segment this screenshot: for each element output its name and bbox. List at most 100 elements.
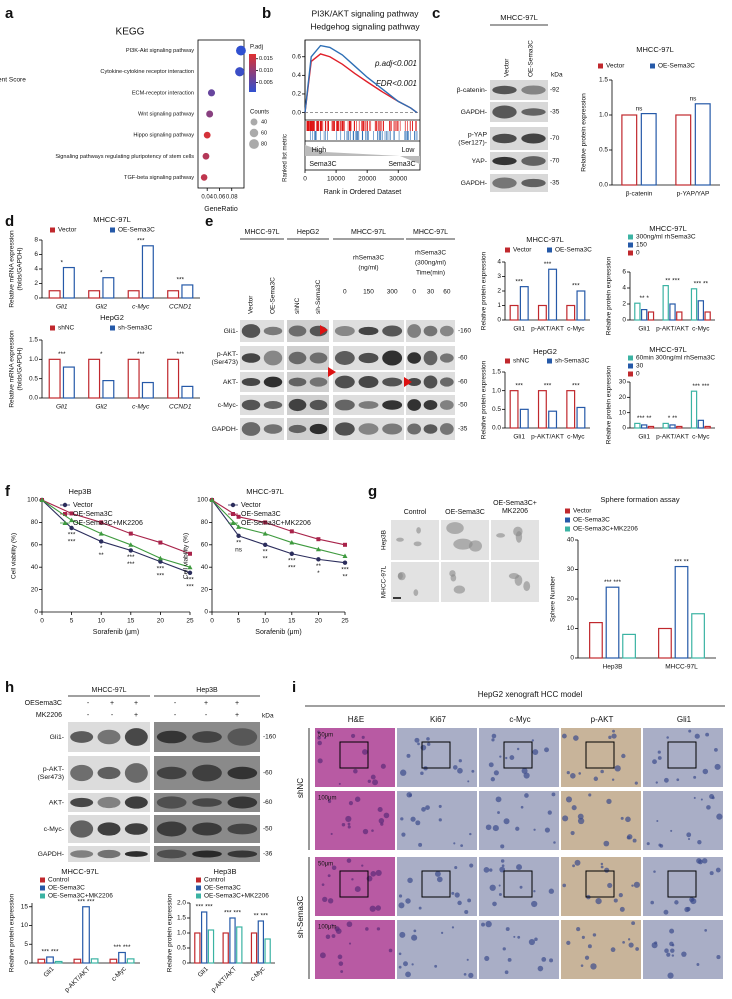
row-label: p-AKT- <box>217 351 238 358</box>
y-tick-label: 1.5 <box>492 369 501 376</box>
nucleus <box>705 732 710 737</box>
x-tick-label: 0 <box>40 618 44 625</box>
nucleus <box>438 818 442 822</box>
lane-label: OE-Sema3C <box>270 277 277 314</box>
point <box>342 553 348 558</box>
blot-band <box>407 423 422 435</box>
lane-label: sh-Sema3C <box>315 279 322 314</box>
nucleus <box>531 739 535 742</box>
y-tick-label: 100 <box>197 497 208 504</box>
scale-label: 50μm <box>318 733 333 739</box>
significance: *** *** <box>604 579 621 586</box>
bar <box>566 390 576 429</box>
nucleus <box>631 884 634 887</box>
micrograph <box>561 920 641 979</box>
x-tick-label: c-Myc <box>692 434 710 441</box>
blot-band <box>407 399 422 411</box>
label: Low <box>402 147 416 154</box>
blot-band <box>288 325 307 337</box>
x-tick-label: 15 <box>288 618 296 625</box>
x-tick-label: MHCC-97L <box>665 664 698 671</box>
blot-band <box>241 324 261 338</box>
nucleus <box>331 865 337 871</box>
condition-mark: + <box>134 700 138 707</box>
blot-band <box>358 423 379 435</box>
significance: *** <box>176 277 184 284</box>
significance: *** *** <box>42 949 59 956</box>
stat-label: FDR<0.001 <box>376 79 417 88</box>
significance: *** <box>544 382 552 389</box>
arrowhead <box>320 325 328 335</box>
point <box>206 110 214 118</box>
nucleus <box>451 891 455 895</box>
blot-band <box>521 178 546 188</box>
y-tick-label: 20 <box>31 586 39 593</box>
condition-label: OESema3C <box>25 700 62 707</box>
nucleus <box>327 874 331 878</box>
nucleus <box>471 769 475 773</box>
size-key <box>249 128 259 138</box>
significance: ** *** <box>665 277 680 284</box>
bar <box>576 290 586 321</box>
y-tick-label: ECM-receptor interaction <box>132 90 194 96</box>
nucleus <box>593 776 599 781</box>
series-line <box>41 499 191 568</box>
chart-title: Hep3B <box>69 487 92 496</box>
bar <box>697 300 705 321</box>
group-label: MHCC-97L <box>351 229 386 236</box>
nucleus <box>317 736 321 740</box>
legend-label: sh-Sema3C <box>555 358 590 365</box>
nucleus <box>657 750 661 754</box>
nucleus <box>528 938 536 946</box>
bar <box>690 390 698 429</box>
y-axis-label: Sphere Number <box>550 575 557 622</box>
x-tick-label: c-Myc <box>249 965 267 983</box>
kda-marker: -160 <box>263 734 276 741</box>
y-tick-label: 0.5 <box>29 375 38 382</box>
nucleus <box>491 738 495 742</box>
bar <box>691 613 705 659</box>
nucleus <box>319 952 326 959</box>
point <box>263 520 268 525</box>
sphere <box>513 526 523 537</box>
nucleus <box>398 952 402 956</box>
kda-marker: -50 <box>458 402 468 409</box>
point <box>207 89 216 97</box>
nucleus <box>454 866 458 870</box>
nucleus <box>417 742 420 746</box>
blot-band <box>288 377 307 387</box>
nucleus <box>631 921 636 926</box>
series-line <box>41 499 191 574</box>
legend-marker <box>628 363 633 369</box>
blot-band <box>70 797 94 808</box>
legend-label: Hedgehog signaling pathway <box>310 21 420 31</box>
nucleus <box>587 944 592 949</box>
condition-mark: - <box>111 712 114 719</box>
y-axis-label: Relative protein expression <box>581 93 588 172</box>
nucleus <box>537 965 544 972</box>
nucleus <box>521 767 528 774</box>
nucleus <box>490 777 496 782</box>
inset-box <box>339 741 369 769</box>
row-label: GAPDH- <box>212 426 238 433</box>
row-label: Gli1- <box>224 328 238 335</box>
y-tick-label: TGF-beta signaling pathway <box>124 175 194 181</box>
group-label: Hep3B <box>196 687 218 694</box>
significance: ns <box>636 105 644 112</box>
inset-box <box>667 870 697 898</box>
significance: * ** <box>668 415 678 422</box>
x-tick-label: 5 <box>237 618 241 625</box>
nucleus <box>716 955 721 960</box>
nucleus <box>452 765 458 770</box>
nucleus <box>425 805 430 810</box>
blot-band <box>241 399 261 411</box>
nucleus <box>351 878 354 881</box>
nucleus <box>481 922 485 927</box>
nucleus <box>420 771 424 775</box>
legend-label: OE-Sema3C <box>241 511 281 518</box>
kda-marker: -60 <box>263 799 273 806</box>
sphere <box>453 585 466 594</box>
x-tick-label: p-AKT/AKT <box>531 326 564 333</box>
nucleus <box>655 781 658 784</box>
blot-band <box>241 377 261 387</box>
